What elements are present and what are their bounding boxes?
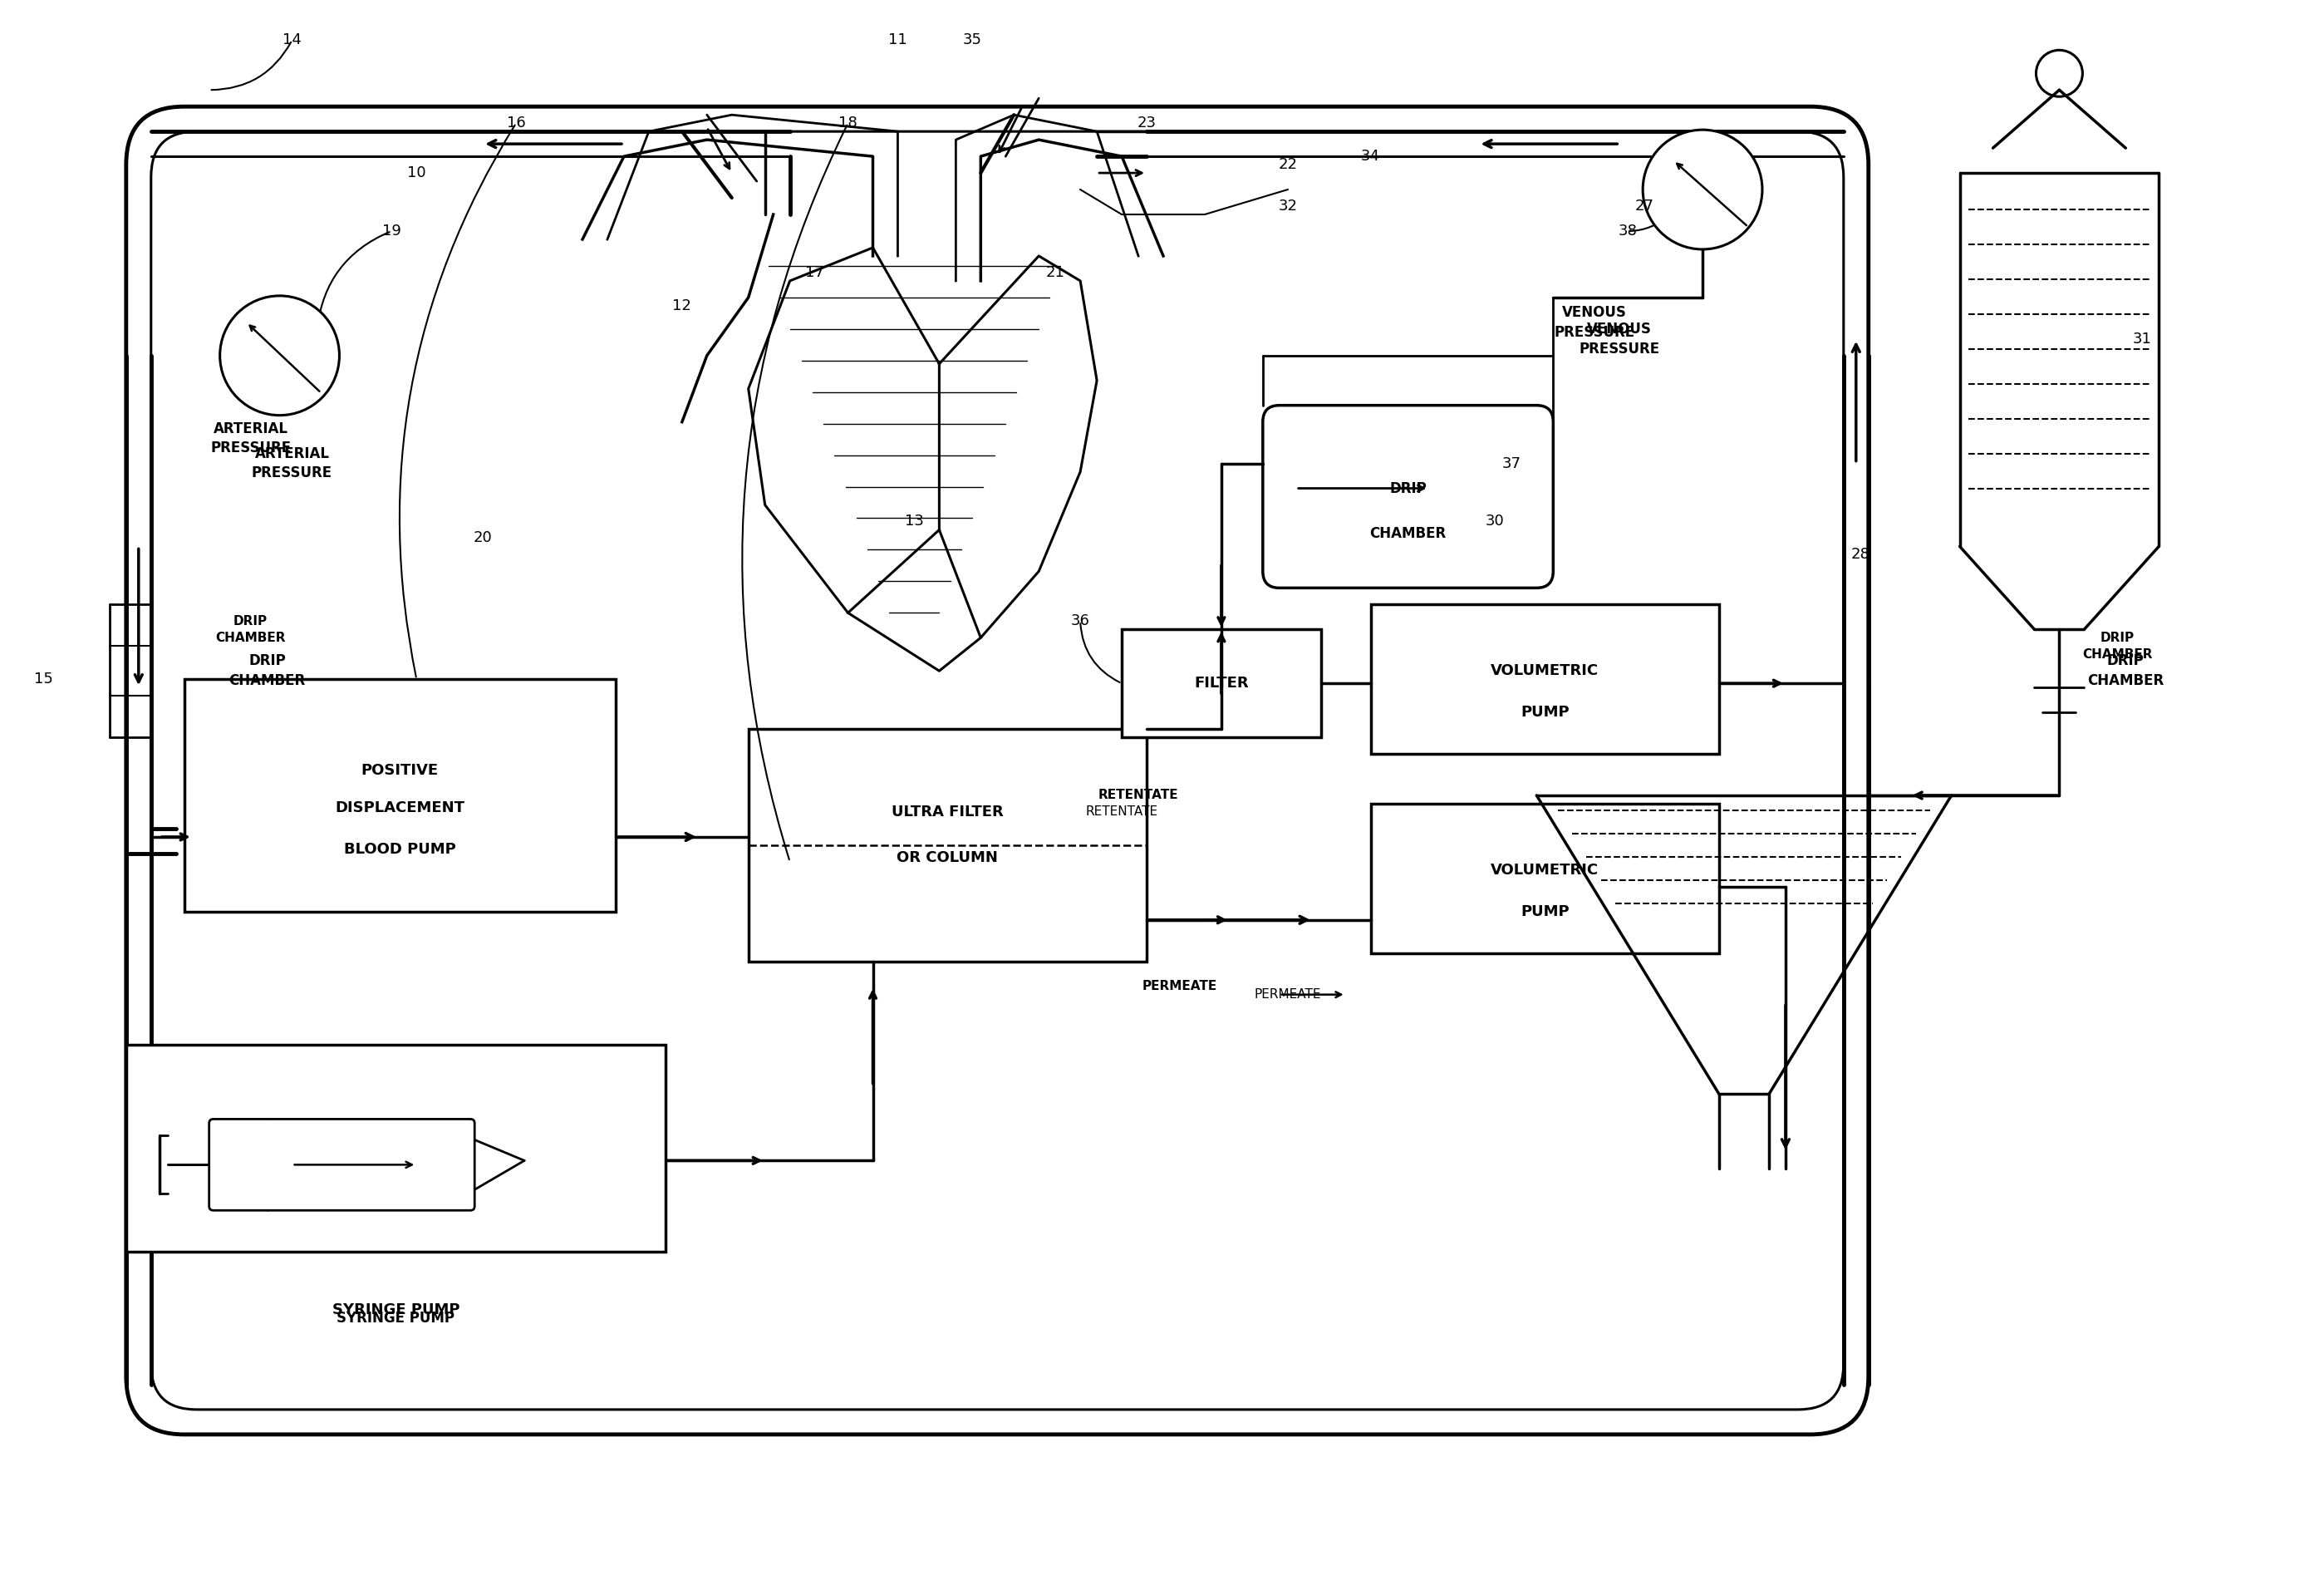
Text: OR COLUMN: OR COLUMN: [897, 850, 999, 865]
Text: SYRINGE PUMP: SYRINGE PUMP: [332, 1303, 460, 1317]
Text: 12: 12: [672, 298, 693, 314]
Text: PERMEATE: PERMEATE: [1143, 980, 1218, 992]
Text: 27: 27: [1634, 198, 1655, 214]
Text: 13: 13: [904, 514, 925, 529]
Text: 18: 18: [839, 116, 858, 130]
FancyBboxPatch shape: [209, 1119, 474, 1211]
Text: VOLUMETRIC: VOLUMETRIC: [1490, 862, 1599, 878]
Text: VOLUMETRIC: VOLUMETRIC: [1490, 664, 1599, 678]
Text: 17: 17: [806, 265, 825, 281]
Text: 36: 36: [1071, 613, 1090, 629]
Text: 15: 15: [33, 672, 53, 686]
FancyBboxPatch shape: [184, 680, 616, 911]
Text: 34: 34: [1362, 149, 1380, 163]
Text: 19: 19: [381, 223, 402, 238]
FancyBboxPatch shape: [125, 1045, 665, 1252]
Text: 31: 31: [2133, 331, 2152, 347]
FancyBboxPatch shape: [748, 729, 1146, 962]
Text: VENOUS
PRESSURE: VENOUS PRESSURE: [1580, 322, 1659, 357]
FancyBboxPatch shape: [1371, 604, 1720, 754]
Text: DRIP
CHAMBER: DRIP CHAMBER: [2082, 631, 2152, 661]
Text: DISPLACEMENT: DISPLACEMENT: [335, 800, 465, 815]
Text: 35: 35: [962, 33, 983, 48]
Text: PUMP: PUMP: [1520, 903, 1569, 919]
FancyBboxPatch shape: [1262, 406, 1552, 588]
Text: DRIP
CHAMBER: DRIP CHAMBER: [2087, 653, 2164, 688]
Text: POSITIVE: POSITIVE: [360, 762, 439, 778]
Text: 32: 32: [1278, 198, 1297, 214]
Circle shape: [1643, 130, 1762, 249]
Text: DRIP: DRIP: [1390, 480, 1427, 496]
Text: 14: 14: [284, 33, 302, 48]
Text: PERMEATE: PERMEATE: [1255, 989, 1320, 1000]
Text: CHAMBER: CHAMBER: [1369, 526, 1446, 542]
Text: RETENTATE: RETENTATE: [1085, 805, 1157, 818]
Text: DRIP
CHAMBER: DRIP CHAMBER: [228, 653, 304, 688]
Text: ARTERIAL
PRESSURE: ARTERIAL PRESSURE: [251, 445, 332, 480]
Text: DRIP
CHAMBER: DRIP CHAMBER: [216, 615, 286, 644]
Text: ULTRA FILTER: ULTRA FILTER: [892, 805, 1004, 819]
Text: 38: 38: [1618, 223, 1638, 238]
Text: 28: 28: [1850, 547, 1871, 563]
FancyBboxPatch shape: [1122, 629, 1320, 737]
Text: 37: 37: [1501, 456, 1522, 471]
Text: 20: 20: [474, 531, 493, 545]
FancyBboxPatch shape: [151, 132, 1843, 1409]
FancyBboxPatch shape: [125, 106, 1868, 1434]
Circle shape: [221, 296, 339, 415]
Text: 22: 22: [1278, 157, 1297, 173]
Text: VENOUS
PRESSURE: VENOUS PRESSURE: [1555, 304, 1636, 339]
Text: ARTERIAL
PRESSURE: ARTERIAL PRESSURE: [209, 422, 290, 456]
Text: PUMP: PUMP: [1520, 705, 1569, 720]
Text: 30: 30: [1485, 514, 1504, 529]
Text: SYRINGE PUMP: SYRINGE PUMP: [337, 1311, 456, 1325]
Text: BLOOD PUMP: BLOOD PUMP: [344, 842, 456, 857]
Text: 10: 10: [407, 165, 425, 181]
Text: 11: 11: [888, 33, 906, 48]
Text: 16: 16: [507, 116, 525, 130]
Text: 23: 23: [1136, 116, 1157, 130]
Text: RETENTATE: RETENTATE: [1099, 789, 1178, 802]
Text: FILTER: FILTER: [1195, 675, 1248, 691]
Text: 21: 21: [1046, 265, 1064, 281]
FancyBboxPatch shape: [1371, 804, 1720, 953]
